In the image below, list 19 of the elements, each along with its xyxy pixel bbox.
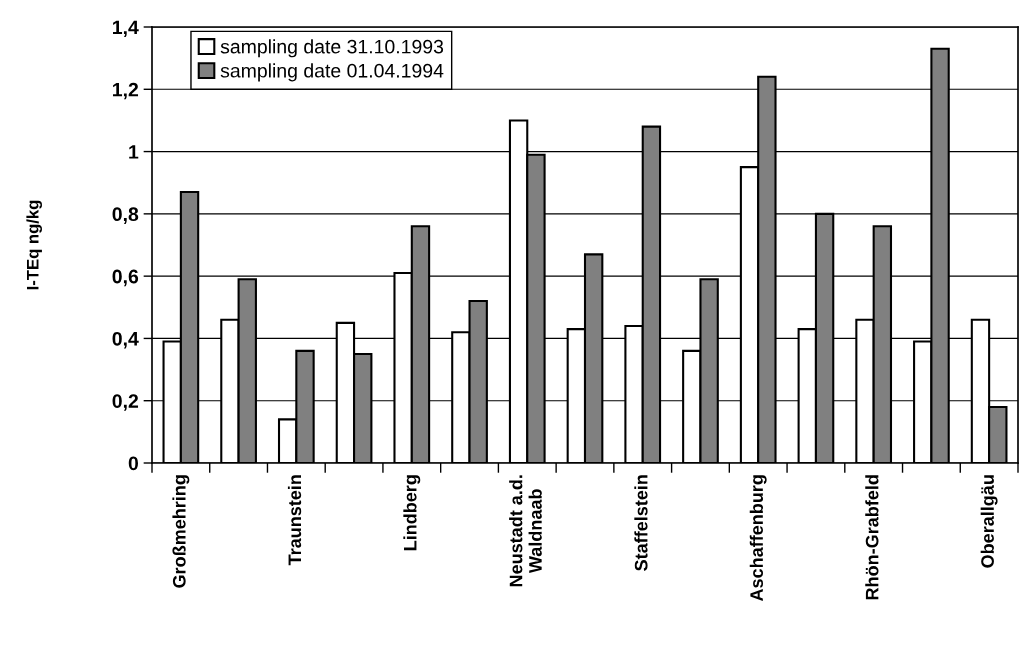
y-tick-label: 1 xyxy=(129,145,139,159)
legend-label: sampling date 31.10.1993 xyxy=(220,39,444,58)
y-tick-label: 1,4 xyxy=(113,20,139,38)
y-tick-label: 1,2 xyxy=(113,82,139,100)
y-tick-label: 0,6 xyxy=(112,269,139,287)
legend-label: sampling date 01.04.1994 xyxy=(220,63,444,82)
x-tick-label: Großmehring xyxy=(172,475,190,588)
y-tick-label: 0,4 xyxy=(112,331,139,349)
x-tick-label: Traunstein xyxy=(287,475,302,566)
x-tick-label: Neustadt a.d. Waldnaab xyxy=(509,475,542,587)
x-tick-label: Lindberg xyxy=(403,475,421,551)
y-tick-label: 0,2 xyxy=(112,394,139,411)
y-tick-label: 0,8 xyxy=(112,207,139,224)
y-axis-title: I-TEq ng/kg xyxy=(26,200,42,290)
x-tick-label: Staffelstein xyxy=(634,475,648,571)
x-tick-label: Rhön-Grabfeld xyxy=(865,475,879,600)
x-tick-label: Oberallgäu xyxy=(980,475,998,568)
x-tick-label: Aschaffenburg xyxy=(749,475,767,602)
y-tick-label: 0 xyxy=(128,456,139,471)
